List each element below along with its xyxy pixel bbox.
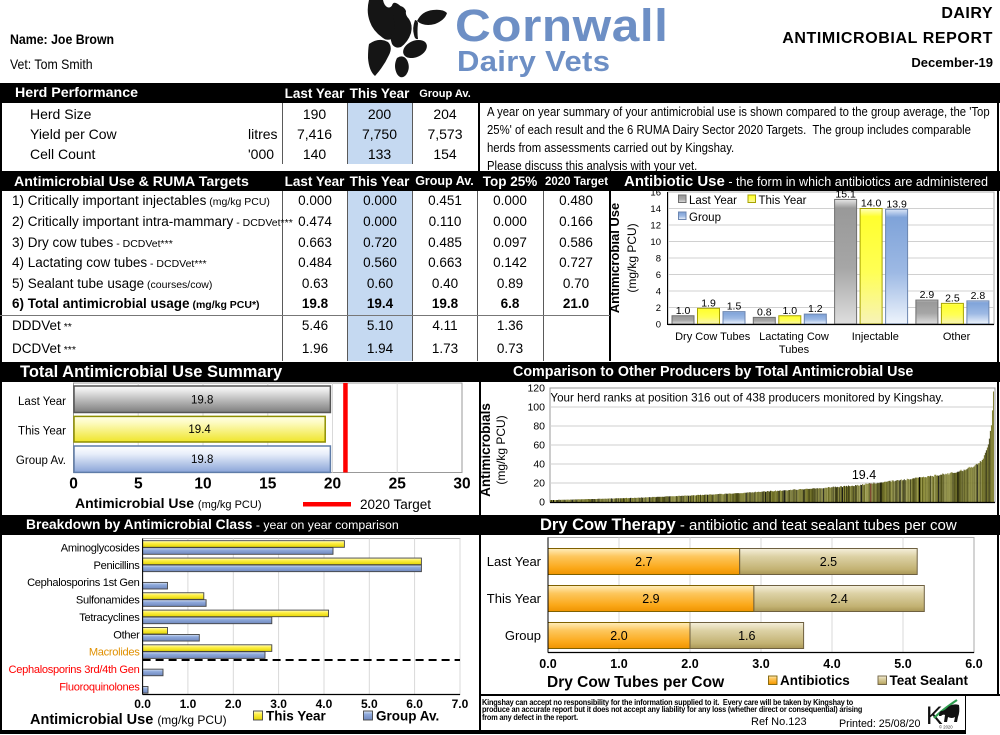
svg-text:Dry Cow Tubes: Dry Cow Tubes (675, 331, 751, 343)
svg-text:This Year: This Year (18, 426, 66, 438)
svg-text:13.9: 13.9 (886, 198, 907, 210)
svg-text:20: 20 (324, 476, 341, 493)
svg-text:2.5: 2.5 (945, 292, 960, 304)
svg-text:10: 10 (194, 476, 211, 493)
svg-text:2.7: 2.7 (635, 555, 652, 569)
svg-text:0.8: 0.8 (757, 306, 772, 318)
svg-text:Last Year: Last Year (689, 195, 737, 207)
svg-text:2.0: 2.0 (610, 629, 627, 643)
svg-text:Antimicrobials: Antimicrobials (481, 403, 493, 497)
svg-text:0: 0 (539, 497, 545, 509)
svg-text:5: 5 (134, 476, 143, 493)
svg-text:12: 12 (650, 221, 661, 232)
svg-text:1.5: 1.5 (727, 301, 742, 313)
svg-text:3.0: 3.0 (270, 697, 287, 711)
svg-text:6: 6 (656, 270, 661, 281)
svg-text:19.4: 19.4 (852, 468, 876, 482)
svg-text:19.4: 19.4 (188, 424, 211, 436)
svg-text:Last Year: Last Year (18, 396, 66, 408)
svg-text:14.0: 14.0 (861, 198, 882, 210)
svg-text:2.4: 2.4 (830, 592, 847, 606)
svg-text:Other: Other (113, 629, 140, 641)
svg-text:2.9: 2.9 (642, 592, 659, 606)
svg-text:1.0: 1.0 (610, 657, 627, 671)
svg-text:4.0: 4.0 (316, 697, 333, 711)
svg-text:120: 120 (527, 383, 545, 395)
svg-text:10: 10 (650, 237, 661, 248)
svg-text:Lactating Cow: Lactating Cow (759, 331, 829, 343)
svg-text:15.1: 15.1 (835, 188, 856, 200)
svg-text:Dry Cow Tubes per Cow: Dry Cow Tubes per Cow (547, 674, 725, 691)
svg-text:6.0: 6.0 (965, 657, 982, 671)
svg-text:Group Av.: Group Av. (376, 708, 439, 723)
svg-text:This Year: This Year (759, 195, 807, 207)
svg-text:Fluoroquinolones: Fluoroquinolones (59, 681, 140, 693)
svg-text:Penicillins: Penicillins (93, 559, 140, 571)
svg-text:0: 0 (69, 476, 78, 493)
svg-text:60: 60 (533, 440, 545, 452)
svg-text:(mg/kg PCU): (mg/kg PCU) (625, 223, 639, 292)
svg-text:4.0: 4.0 (823, 657, 840, 671)
svg-text:Antimicrobial Use: Antimicrobial Use (610, 203, 622, 314)
svg-text:80: 80 (533, 421, 545, 433)
svg-text:1.2: 1.2 (808, 303, 823, 315)
svg-text:Macrolides: Macrolides (89, 646, 140, 658)
svg-text:Sulfonamides: Sulfonamides (76, 594, 140, 606)
svg-text:2.9: 2.9 (920, 289, 935, 301)
svg-text:Cephalosporins 1st Gen: Cephalosporins 1st Gen (27, 577, 140, 589)
svg-text:0: 0 (656, 320, 661, 331)
svg-text:This Year: This Year (487, 591, 542, 606)
svg-text:5.0: 5.0 (361, 697, 378, 711)
svg-text:6.0: 6.0 (406, 697, 423, 711)
svg-text:This Year: This Year (266, 708, 327, 723)
svg-text:Tubes: Tubes (779, 344, 810, 356)
svg-text:© 2020: © 2020 (939, 725, 953, 730)
svg-text:1.0: 1.0 (782, 305, 797, 317)
svg-text:4: 4 (656, 287, 661, 298)
svg-text:Antibiotics: Antibiotics (780, 673, 850, 688)
svg-text:2.8: 2.8 (971, 290, 986, 302)
svg-text:Group: Group (505, 628, 541, 643)
svg-text:19.8: 19.8 (191, 394, 213, 406)
svg-text:25: 25 (389, 476, 407, 493)
svg-text:Injectable: Injectable (852, 331, 899, 343)
svg-text:Tetracyclines: Tetracyclines (79, 611, 140, 623)
svg-text:Antimicrobial Use (mg/kg PCU): Antimicrobial Use (mg/kg PCU) (30, 712, 227, 728)
svg-text:2.0: 2.0 (681, 657, 698, 671)
svg-text:2020 Target: 2020 Target (360, 497, 431, 512)
svg-text:100: 100 (527, 402, 545, 414)
svg-text:5.0: 5.0 (894, 657, 911, 671)
svg-text:Cephalosporins 3rd/4th Gen: Cephalosporins 3rd/4th Gen (9, 663, 140, 675)
svg-text:7.0: 7.0 (452, 697, 469, 711)
svg-text:0.0: 0.0 (539, 657, 556, 671)
svg-text:1.6: 1.6 (738, 629, 755, 643)
svg-text:(mg/kg PCU): (mg/kg PCU) (494, 415, 508, 484)
svg-text:30: 30 (453, 476, 470, 493)
svg-text:Antimicrobial Use (mg/kg PCU): Antimicrobial Use (mg/kg PCU) (75, 495, 261, 511)
svg-text:Group Av.: Group Av. (16, 455, 66, 467)
svg-text:40: 40 (533, 459, 545, 471)
svg-text:8: 8 (656, 254, 661, 265)
svg-text:Your herd ranks at position 31: Your herd ranks at position 316 out of 4… (550, 392, 943, 405)
svg-text:1.0: 1.0 (676, 305, 691, 317)
svg-text:Teat Sealant: Teat Sealant (890, 673, 969, 688)
svg-text:Aminoglycosides: Aminoglycosides (61, 542, 140, 554)
svg-text:2.5: 2.5 (820, 555, 837, 569)
svg-text:19.8: 19.8 (191, 454, 213, 466)
svg-text:0.0: 0.0 (134, 697, 151, 711)
svg-text:1.9: 1.9 (701, 297, 716, 309)
svg-text:16: 16 (650, 188, 661, 199)
svg-text:1.0: 1.0 (180, 697, 197, 711)
svg-text:3.0: 3.0 (752, 657, 769, 671)
svg-text:Last Year: Last Year (487, 554, 542, 569)
svg-text:Other: Other (943, 331, 971, 343)
svg-text:Group: Group (689, 212, 721, 224)
svg-text:2: 2 (656, 303, 661, 314)
svg-text:14: 14 (650, 204, 661, 215)
svg-text:2.0: 2.0 (225, 697, 242, 711)
svg-text:15: 15 (259, 476, 277, 493)
svg-text:20: 20 (533, 478, 545, 490)
